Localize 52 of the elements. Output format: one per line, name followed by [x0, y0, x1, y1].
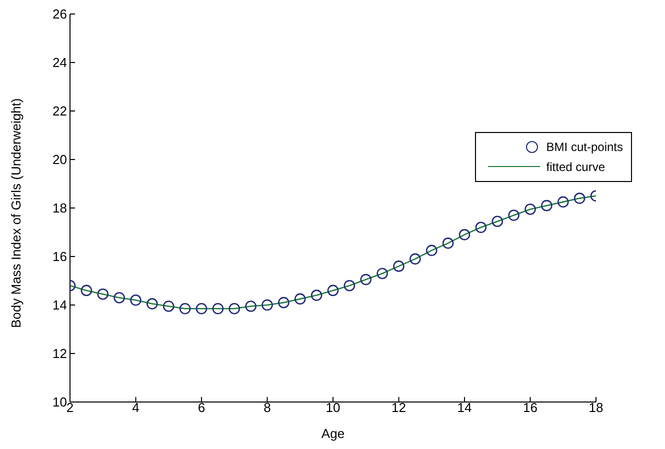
point: [146, 298, 158, 310]
point: [278, 296, 290, 308]
point: [344, 280, 356, 292]
point: [524, 204, 536, 215]
point: [130, 294, 142, 306]
point: [179, 302, 191, 314]
point: [574, 192, 586, 204]
point: [310, 290, 322, 301]
x-tick-label: 2: [66, 400, 74, 416]
point: [327, 284, 339, 296]
point: [458, 229, 470, 240]
x-tick-label: 18: [588, 400, 604, 416]
x-tick-label: 8: [264, 400, 271, 416]
point: [410, 253, 421, 265]
point: [442, 238, 454, 249]
x-axis-title: Age: [321, 426, 345, 441]
point: [245, 300, 256, 312]
y-axis-title: Body Mass Index of Girls (Underweight): [8, 98, 24, 328]
point: [212, 302, 224, 314]
point: [492, 216, 504, 227]
point: [376, 268, 388, 280]
point: [508, 210, 520, 221]
x-tick-label: 12: [392, 400, 406, 416]
point: [557, 196, 569, 208]
point: [114, 292, 125, 304]
point: [162, 300, 174, 312]
point: [262, 299, 273, 311]
x-tick-label: 4: [132, 400, 140, 416]
legend-label: fitted curve: [546, 160, 605, 174]
legend-label: BMI cut-points: [546, 140, 623, 154]
y-tick-label: 16: [52, 249, 67, 264]
point: [80, 284, 92, 296]
y-tick-label: 14: [52, 298, 67, 313]
point: [294, 293, 306, 305]
y-tick-label: 26: [52, 6, 67, 22]
y-tick-label: 18: [52, 200, 67, 216]
point: [475, 222, 487, 234]
x-tick-label: 6: [198, 400, 206, 416]
point: [541, 200, 552, 212]
x-tick-label: 16: [523, 400, 538, 416]
x-tick-label: 14: [457, 400, 472, 416]
point: [393, 260, 404, 272]
point: [426, 244, 438, 256]
y-tick-label: 24: [52, 55, 67, 70]
point: [97, 288, 109, 300]
point: [360, 274, 372, 286]
y-tick-label: 20: [52, 152, 67, 168]
point: [228, 302, 240, 314]
x-tick-label: 10: [326, 400, 340, 416]
y-tick-label: 22: [52, 104, 67, 119]
point: [196, 302, 208, 314]
y-tick-label: 12: [52, 346, 67, 362]
